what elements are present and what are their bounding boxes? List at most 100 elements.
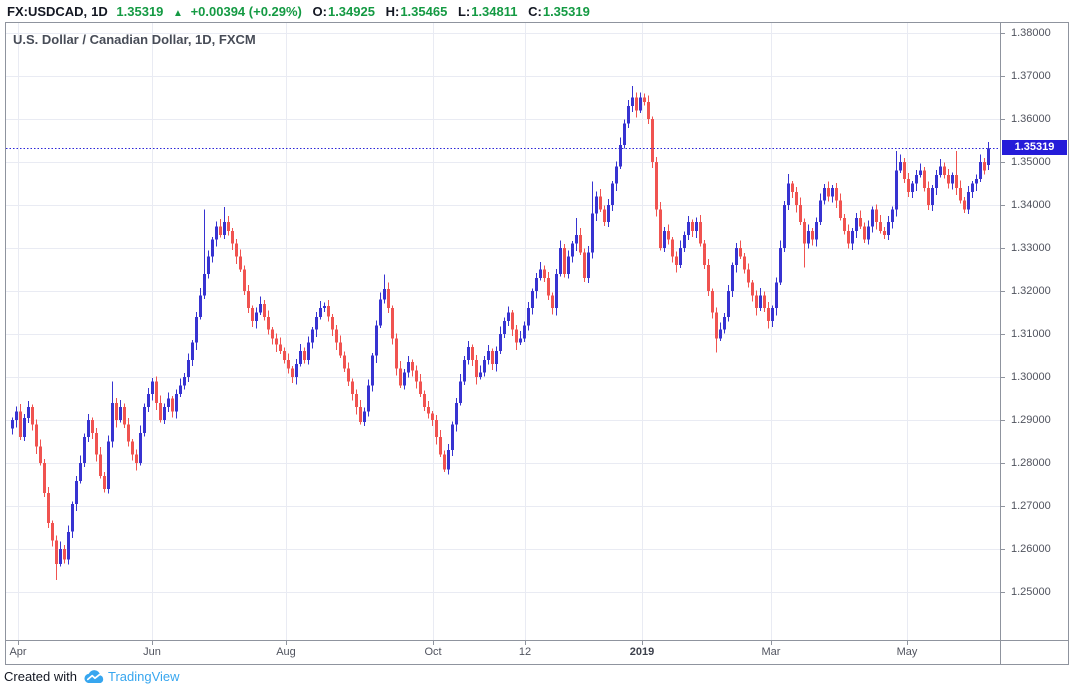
candle bbox=[771, 305, 774, 328]
candle bbox=[399, 361, 402, 389]
candle bbox=[975, 174, 978, 191]
candle bbox=[419, 374, 422, 397]
candle bbox=[699, 214, 702, 247]
price-tick bbox=[1001, 377, 1005, 378]
tradingview-brand-link[interactable]: TradingView bbox=[107, 669, 180, 684]
candle bbox=[859, 210, 862, 230]
candle bbox=[15, 406, 18, 428]
created-with-text: Created with bbox=[4, 669, 77, 684]
candle bbox=[679, 240, 682, 268]
price-tick-label: 1.34000 bbox=[1011, 199, 1051, 211]
candle bbox=[483, 356, 486, 377]
candle bbox=[907, 173, 910, 197]
candle bbox=[747, 263, 750, 288]
price-axis[interactable]: 1.35319 1.38000 1.37000 1.36000 1.35000 1.34… bbox=[1001, 22, 1069, 641]
price-tick-label: 1.36000 bbox=[1011, 113, 1051, 125]
symbol-name[interactable]: FX:USDCAD, bbox=[7, 4, 88, 19]
candle bbox=[623, 119, 626, 149]
time-tick-label: May bbox=[896, 646, 918, 658]
candlestick-canvas[interactable] bbox=[6, 23, 1000, 640]
interval-label[interactable]: 1D bbox=[91, 4, 108, 19]
candle bbox=[315, 311, 318, 337]
attribution-footer: Created with TradingView bbox=[4, 669, 180, 684]
candle bbox=[831, 185, 834, 203]
candle bbox=[179, 378, 182, 397]
candle bbox=[951, 172, 954, 190]
candle bbox=[851, 228, 854, 250]
candle bbox=[627, 100, 630, 129]
candle bbox=[387, 282, 390, 314]
price-tick bbox=[1001, 334, 1005, 335]
candle bbox=[303, 347, 306, 364]
candle bbox=[895, 150, 898, 217]
candle bbox=[587, 246, 590, 283]
candle bbox=[675, 251, 678, 273]
candle bbox=[223, 207, 226, 239]
close-label: C: bbox=[528, 4, 542, 19]
candle bbox=[375, 320, 378, 363]
low-label: L: bbox=[457, 4, 471, 19]
gridlines bbox=[6, 23, 1000, 640]
tradingview-cloud-icon[interactable] bbox=[83, 669, 105, 684]
candle bbox=[719, 322, 722, 341]
candle bbox=[911, 180, 914, 199]
candle bbox=[111, 381, 114, 448]
time-tick-label: Apr bbox=[9, 646, 27, 658]
candle bbox=[863, 222, 866, 244]
candle bbox=[271, 327, 274, 345]
candle bbox=[599, 189, 602, 212]
time-tick bbox=[152, 641, 153, 645]
candle bbox=[227, 216, 230, 236]
candle bbox=[883, 227, 886, 239]
up-arrow-icon: ▲ bbox=[173, 8, 183, 19]
candle bbox=[495, 346, 498, 372]
price-change: +0.00394 (+0.29%) bbox=[190, 4, 302, 19]
candle bbox=[567, 250, 570, 279]
candle bbox=[739, 240, 742, 260]
candle bbox=[915, 170, 918, 191]
candle bbox=[355, 389, 358, 415]
candle bbox=[107, 435, 110, 494]
candle bbox=[427, 401, 430, 419]
price-tick-label: 1.32000 bbox=[1011, 285, 1051, 297]
price-tick-label: 1.37000 bbox=[1011, 70, 1051, 82]
candle bbox=[811, 228, 814, 246]
last-price-value: 1.35319 bbox=[116, 4, 164, 19]
candle bbox=[415, 365, 418, 389]
time-axis[interactable]: Apr Jun Aug Oct 12 2019 Mar May bbox=[5, 641, 1001, 665]
candlestick-plot[interactable]: U.S. Dollar / Canadian Dollar, 1D, FXCM bbox=[5, 22, 1001, 641]
candle bbox=[267, 310, 270, 335]
price-tick-label: 1.28000 bbox=[1011, 457, 1051, 469]
candle bbox=[487, 345, 490, 365]
time-tick-label: Jun bbox=[143, 646, 161, 658]
price-tick-label: 1.27000 bbox=[1011, 500, 1051, 512]
candle bbox=[791, 180, 794, 199]
candle bbox=[631, 85, 634, 113]
candle bbox=[815, 217, 818, 247]
candle bbox=[335, 324, 338, 350]
candle bbox=[655, 157, 658, 217]
price-tick-label: 1.31000 bbox=[1011, 328, 1051, 340]
candle bbox=[943, 162, 946, 179]
candle bbox=[731, 262, 734, 298]
candle bbox=[43, 459, 46, 497]
candle bbox=[663, 227, 666, 252]
candle bbox=[875, 204, 878, 230]
candle bbox=[879, 214, 882, 234]
candle bbox=[235, 238, 238, 264]
candle bbox=[455, 397, 458, 432]
candle bbox=[411, 359, 414, 377]
candle bbox=[643, 93, 646, 106]
candle bbox=[659, 202, 662, 251]
candle bbox=[551, 292, 554, 315]
candle bbox=[607, 198, 610, 228]
candle bbox=[347, 362, 350, 387]
candle bbox=[615, 161, 618, 191]
candle bbox=[431, 411, 434, 427]
candle bbox=[807, 224, 810, 249]
candle bbox=[131, 438, 134, 461]
candle bbox=[187, 353, 190, 382]
candle bbox=[391, 305, 394, 345]
candle bbox=[127, 418, 130, 447]
candle bbox=[123, 403, 126, 429]
